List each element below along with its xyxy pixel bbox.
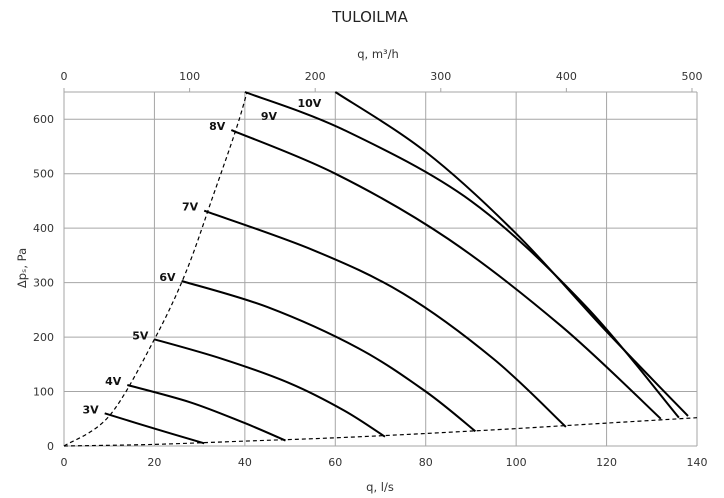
grid-lines	[63, 88, 698, 447]
x-axis-label: q, l/s	[366, 480, 394, 494]
x-tick-label: 100	[506, 456, 527, 469]
curve-label-3v: 3V	[83, 403, 100, 416]
y-tick-label: 100	[33, 386, 54, 399]
x2-tick-label: 0	[61, 70, 68, 83]
chart-title: TULOILMA	[331, 8, 408, 26]
curve-7v	[203, 209, 567, 428]
curve-label-7v: 7V	[182, 201, 199, 214]
curve-3v	[104, 412, 205, 445]
curve-8v	[230, 129, 662, 420]
curve-4v	[127, 384, 286, 442]
curve-9v	[244, 91, 680, 419]
x2-tick-label: 500	[681, 70, 702, 83]
curve-label-6v: 6V	[159, 271, 176, 284]
curve-label-9v: 9V	[261, 110, 278, 123]
y-tick-label: 400	[33, 222, 54, 235]
x-tick-label: 120	[596, 456, 617, 469]
curve-10v	[334, 91, 689, 417]
x-tick-label: 60	[328, 456, 342, 469]
curve-label-4v: 4V	[105, 375, 122, 388]
curve-label-8v: 8V	[209, 120, 226, 133]
limit-lines	[63, 91, 698, 447]
fan-curves	[104, 91, 689, 445]
x-tick-label: 20	[147, 456, 161, 469]
limit-curve-2	[63, 417, 698, 447]
y-tick-label: 500	[33, 168, 54, 181]
x-axis-ticks: 0 20 40 60 80 100 120 140	[61, 456, 708, 469]
curve-label-10v: 10V	[297, 97, 321, 110]
x-tick-label: 80	[419, 456, 433, 469]
curve-labels: 3V 4V 5V 6V 7V 8V 9V 10V	[83, 97, 322, 416]
x2-axis-label: q, m³/h	[357, 47, 399, 61]
y-tick-label: 200	[33, 331, 54, 344]
curve-label-5v: 5V	[132, 329, 149, 342]
x2-tick-label: 100	[179, 70, 200, 83]
curve-5v	[154, 338, 386, 438]
x-tick-label: 140	[687, 456, 708, 469]
y-axis-label: Δpₛ, Pa	[15, 248, 29, 288]
x-tick-label: 0	[61, 456, 68, 469]
y-axis-ticks: 0 100 200 300 400 500 600	[33, 113, 54, 453]
curve-6v	[181, 280, 477, 433]
y-tick-label: 600	[33, 113, 54, 126]
y-tick-label: 0	[47, 440, 54, 453]
y-tick-label: 300	[33, 277, 54, 290]
x2-axis-ticks: 0 100 200 300 400 500	[61, 70, 703, 83]
x2-tick-label: 300	[430, 70, 451, 83]
x2-tick-label: 200	[305, 70, 326, 83]
x2-tick-label: 400	[556, 70, 577, 83]
limit-curve-1	[63, 91, 248, 447]
x-tick-label: 40	[238, 456, 252, 469]
